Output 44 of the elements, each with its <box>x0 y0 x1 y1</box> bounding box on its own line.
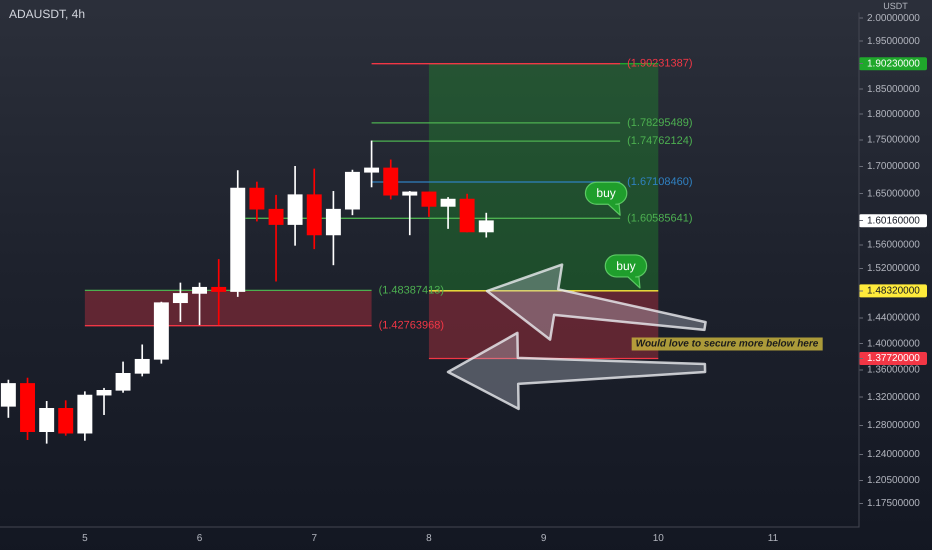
x-tick-label: 7 <box>311 532 318 544</box>
y-tick-label: 1.40000000 <box>867 338 920 350</box>
candlestick <box>268 194 284 282</box>
y-tick-label: 1.90230000 <box>867 58 920 70</box>
y-tick-label: 1.24000000 <box>867 449 920 460</box>
x-tick-label: 5 <box>82 532 88 544</box>
y-tick-label: 1.70000000 <box>867 161 920 172</box>
y-tick-label: 1.56000000 <box>867 240 920 250</box>
y-tick-label: 1.48320000 <box>867 286 920 297</box>
data-label: (1.60585641) <box>627 212 693 224</box>
annotation: Would love to secure more below here <box>632 338 822 350</box>
data-label: (1.78295489) <box>627 116 693 129</box>
x-tick-label: 9 <box>540 532 547 544</box>
y-tick-label: 1.95000000 <box>867 36 920 47</box>
data-label: (1.42763968) <box>378 320 444 332</box>
y-tick-label: 2.00000000 <box>867 12 920 24</box>
x-tick-label: 10 <box>652 532 664 544</box>
x-tick-label: 6 <box>196 532 203 544</box>
y-tick-label: 1.20500000 <box>867 475 920 486</box>
chart-title: ADAUSDT, 4h <box>9 7 86 21</box>
data-label: (1.90231387) <box>627 58 693 70</box>
data-label: (1.67108460) <box>627 176 693 188</box>
y-tick-label: 1.17500000 <box>867 498 920 510</box>
y-tick-label: 1.85000000 <box>867 84 920 95</box>
y-tick-label: 1.32000000 <box>867 392 920 403</box>
y-tick-label: 1.28000000 <box>867 420 920 432</box>
y-axis-title: USDT <box>882 1 909 11</box>
candlestick <box>96 388 112 415</box>
annotation: buy <box>596 186 616 200</box>
y-tick-label: 1.44000000 <box>867 312 920 324</box>
data-label: (1.48387413) <box>378 284 444 296</box>
y-tick-label: 1.60160000 <box>867 215 920 226</box>
candlestick <box>440 197 456 229</box>
data-label: (1.74762124) <box>627 135 693 148</box>
x-tick-label: 8 <box>426 532 432 544</box>
y-tick-label: 1.80000000 <box>867 108 920 120</box>
y-tick-label: 1.65000000 <box>867 188 920 200</box>
x-tick-label: 11 <box>768 532 779 544</box>
annotation: buy <box>616 258 636 273</box>
y-tick-label: 1.75000000 <box>867 134 920 146</box>
candlestick <box>192 282 208 326</box>
y-tick-label: 1.37720000 <box>867 353 920 364</box>
y-tick-label: 1.52000000 <box>867 263 920 274</box>
y-tick-label: 1.36000000 <box>867 364 920 376</box>
